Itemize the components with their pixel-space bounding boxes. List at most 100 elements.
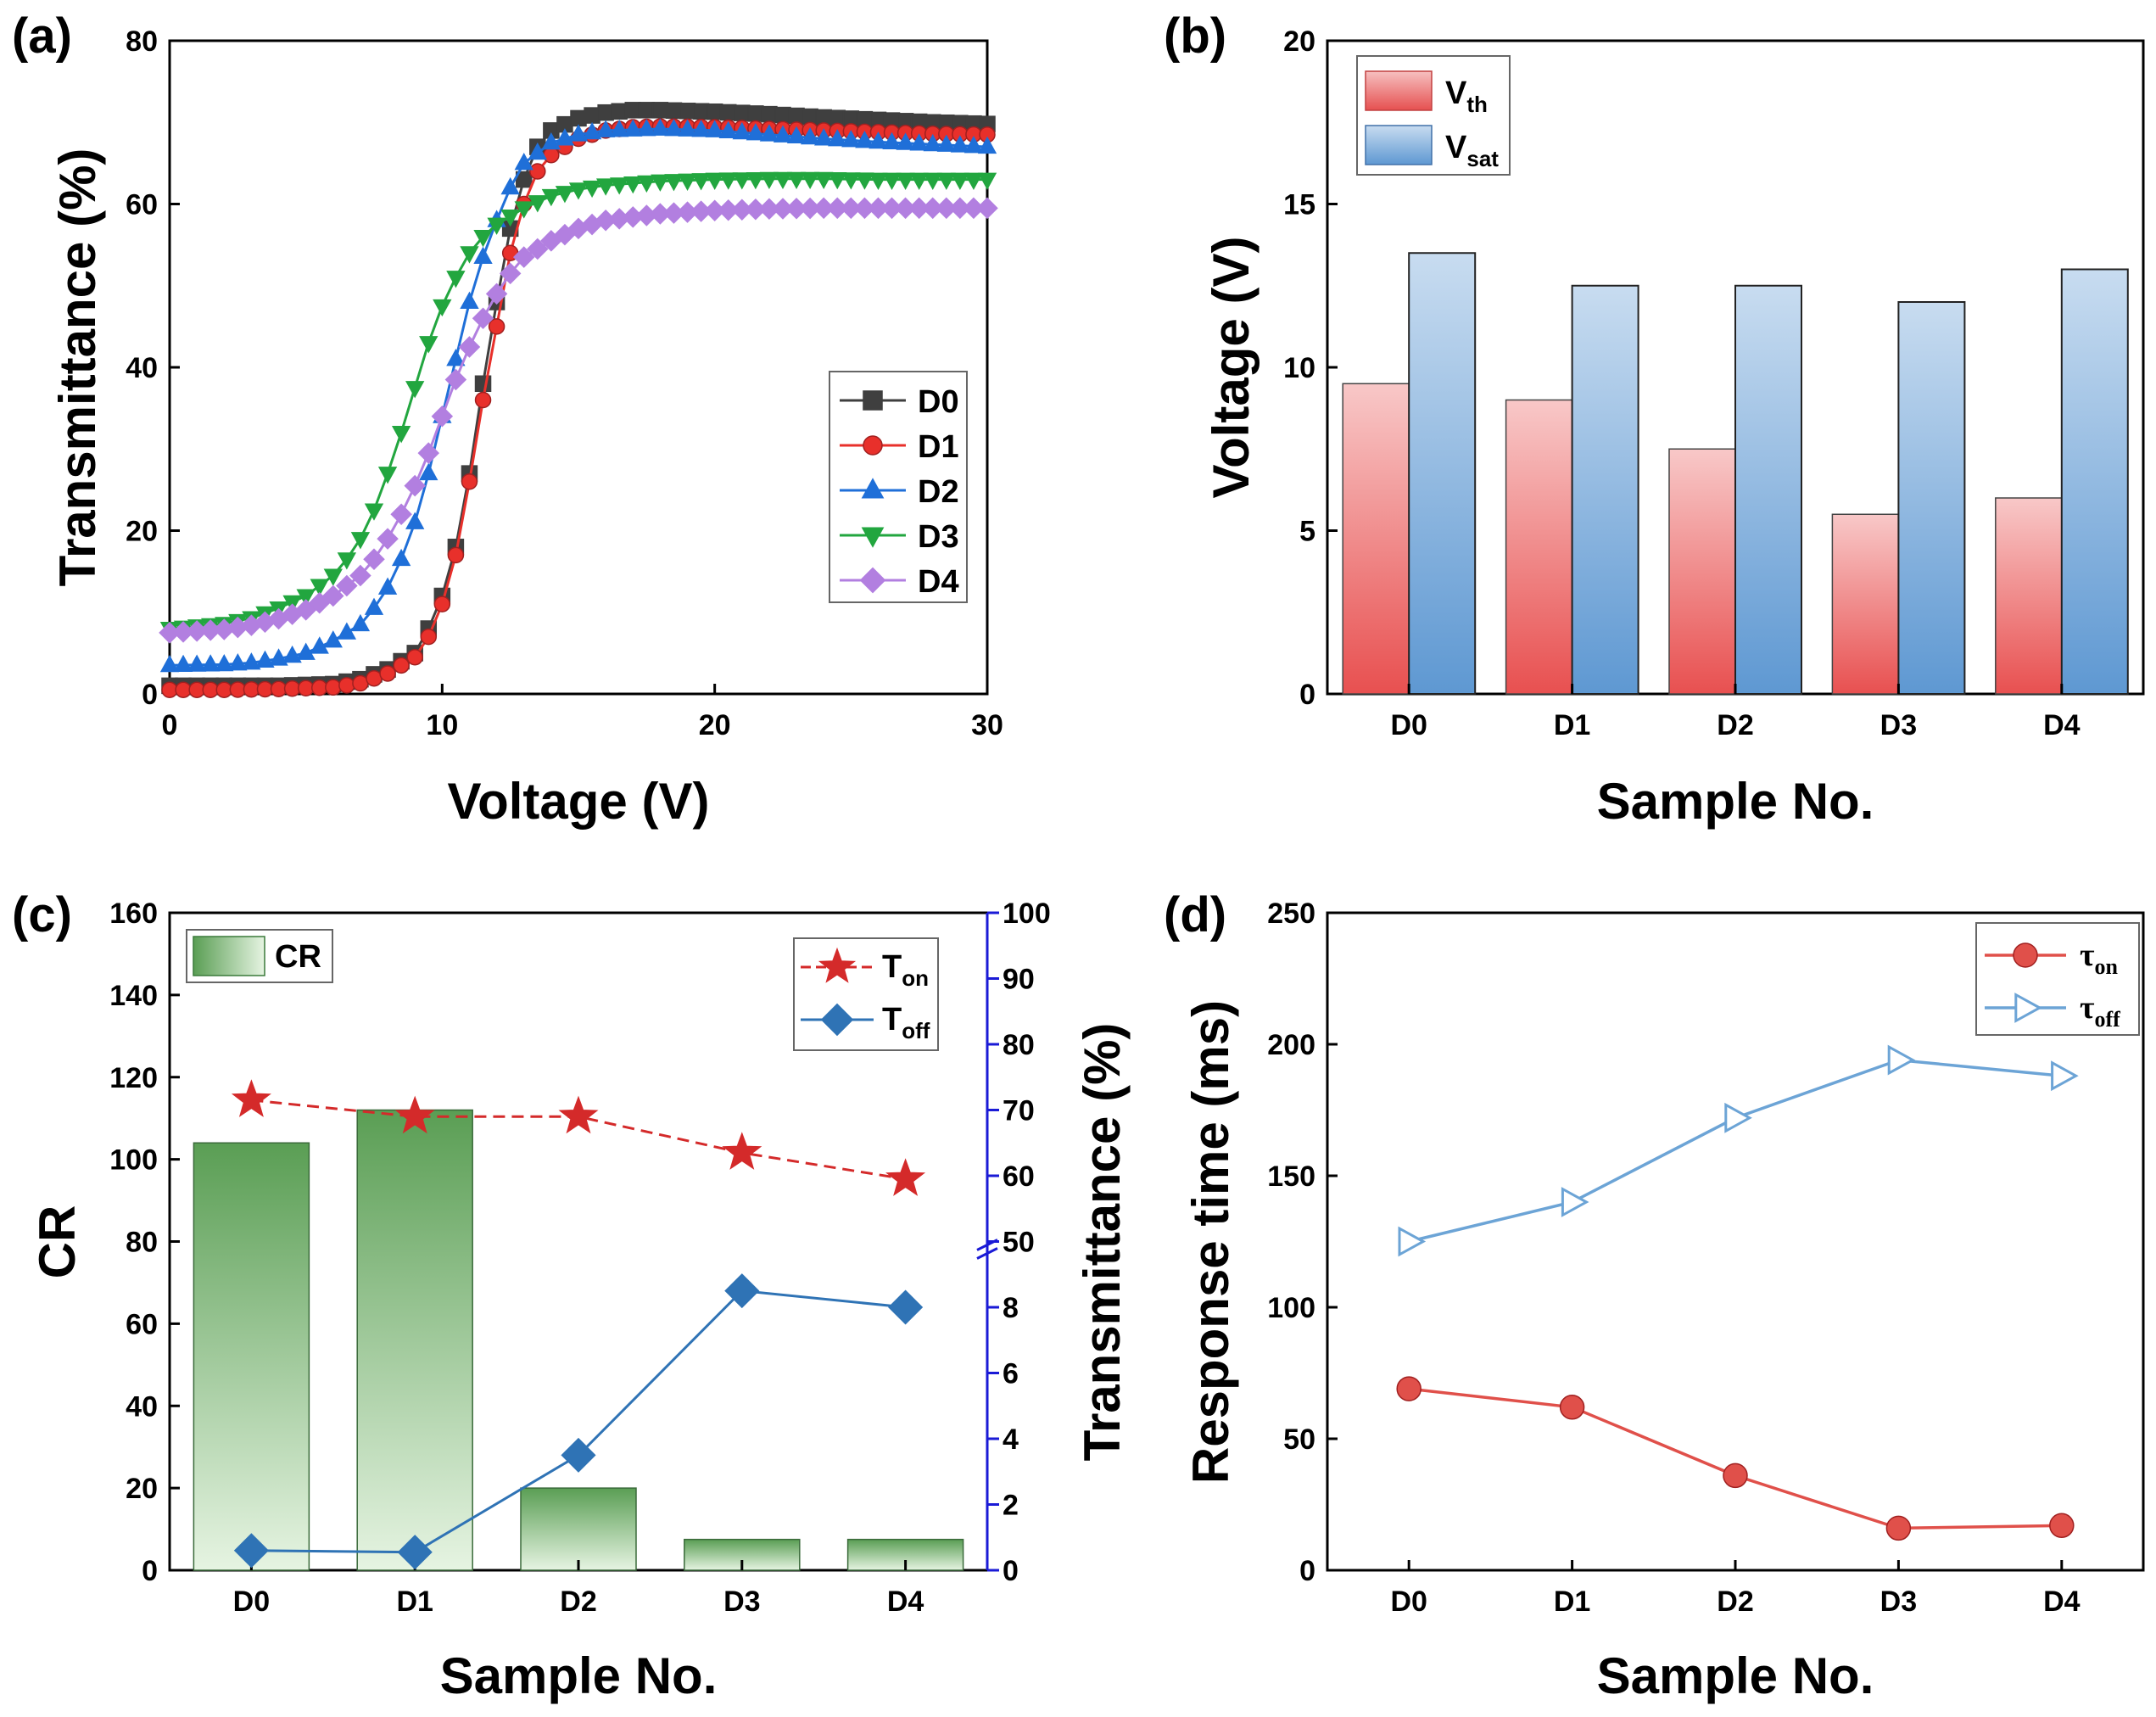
panel-a-point-D2 <box>514 153 533 171</box>
panel-a-point-D3 <box>296 589 316 607</box>
panel-a-point-D1 <box>256 680 274 698</box>
panel-a-point-D0 <box>734 104 751 121</box>
panel-d-point-off-D0 <box>1398 1226 1427 1257</box>
panel-a-point-D2 <box>610 120 629 137</box>
panel-a-transmittance-voltage: (a) 0 10 20 30 0 20 40 60 80 Voltage (V) Transmi… <box>12 8 1003 830</box>
legend-label-D4: D4 <box>918 564 959 600</box>
panel-a-point-D4 <box>499 262 522 285</box>
panel-b-ytick-label: 0 <box>1299 679 1315 711</box>
panel-a-point-D2 <box>364 597 384 615</box>
legend-marker-Ton <box>818 947 857 983</box>
panel-a-point-D1 <box>202 681 219 698</box>
panel-d-point-on-D1 <box>1559 1395 1585 1420</box>
panel-a-point-D2 <box>419 462 438 481</box>
panel-c-ytick-label: 0 <box>142 1555 158 1587</box>
panel-c-ytick-label: 80 <box>126 1227 158 1259</box>
panel-a-point-D3 <box>909 172 929 190</box>
panel-a-point-D0 <box>719 103 737 121</box>
panel-a-ytick-label: 40 <box>126 352 158 384</box>
panel-a-point-D4 <box>512 246 535 268</box>
panel-a-point-D3 <box>610 177 629 195</box>
panel-a-point-D3 <box>678 173 697 191</box>
panel-a-point-D3 <box>391 426 411 444</box>
panel-d-point-off-D3 <box>1887 1044 1916 1076</box>
panel-c-point-Toff-D3 <box>724 1273 760 1309</box>
panel-c-xtick-label: D3 <box>723 1586 760 1618</box>
panel-a-point-D3 <box>963 172 984 190</box>
panel-a-point-D0 <box>597 103 614 121</box>
panel-c-xtick-label: D1 <box>396 1586 433 1618</box>
panel-b-ytick-label: 5 <box>1299 516 1315 548</box>
panel-a-point-D2 <box>814 128 834 146</box>
panel-a-ytick-label: 60 <box>126 189 158 221</box>
panel-c-xtick-label: D4 <box>887 1586 924 1618</box>
panel-a-point-D2 <box>173 654 193 673</box>
panel-a-point-D4 <box>458 336 481 358</box>
legend-marker-D1 <box>863 435 883 456</box>
panel-b-xlabel: Sample No. <box>1597 773 1874 830</box>
panel-c-right-tick-label: 6 <box>1003 1358 1019 1390</box>
panel-a-point-D2 <box>310 636 329 654</box>
panel-d-label: (d) <box>1164 887 1226 942</box>
panel-a-point-D2 <box>759 124 779 142</box>
bar-vth-D3 <box>1831 513 1900 695</box>
legend-vsat-swatch <box>1365 125 1433 165</box>
panel-a-point-D4 <box>472 307 494 330</box>
panel-a-point-D0 <box>747 105 764 122</box>
panel-a-point-D2 <box>446 349 466 366</box>
panel-a-point-D2 <box>391 548 411 567</box>
panel-c-ytick-label: 140 <box>109 980 158 1012</box>
panel-a-point-D3 <box>786 171 807 190</box>
panel-c-ylabel-right: Transmittance (%) <box>1074 1023 1131 1462</box>
panel-a-point-D2 <box>841 130 861 148</box>
panel-a-point-D2 <box>460 291 479 309</box>
panel-a-point-D1 <box>310 680 328 696</box>
panel-a-point-D0 <box>706 103 723 120</box>
panel-a-xtick-label: 20 <box>699 709 731 741</box>
panel-a-point-D1 <box>297 680 315 697</box>
panel-a-point-D2 <box>201 654 221 672</box>
panel-c-right-tick-label: 4 <box>1003 1423 1019 1456</box>
panel-a-point-D2 <box>773 125 793 143</box>
panel-a-point-D1 <box>420 628 438 646</box>
panel-a-point-D0 <box>788 107 805 125</box>
panel-c-point-Toff-D4 <box>888 1289 924 1325</box>
legend-vth-label: Vth <box>1445 76 1488 117</box>
legend-marker-D2 <box>861 478 885 499</box>
panel-a-point-D4 <box>390 503 412 526</box>
panel-a-point-D2 <box>500 176 520 195</box>
panel-a-xlabel: Voltage (V) <box>448 773 710 830</box>
panel-c-label: (c) <box>12 887 72 942</box>
panel-d-ytick-label: 50 <box>1283 1423 1315 1456</box>
panel-a-point-D3 <box>405 381 425 399</box>
panel-a-point-D0 <box>761 105 778 123</box>
legend-marker-D4 <box>859 567 886 594</box>
panel-d-ylabel: Response time (ms) <box>1182 1000 1239 1484</box>
panel-a-point-D4 <box>404 474 426 497</box>
panel-c-point-Ton-D4 <box>885 1158 926 1196</box>
panel-a-point-D3 <box>541 188 561 207</box>
panel-a-point-D2 <box>828 129 847 147</box>
panel-a-point-D1 <box>529 163 546 180</box>
panel-a-point-D0 <box>584 107 600 124</box>
panel-a-point-D2 <box>678 119 697 137</box>
panel-c-right-tick-label: 80 <box>1003 1029 1035 1061</box>
bar-cr-D1 <box>356 1109 473 1571</box>
panel-a-point-D3 <box>568 182 589 200</box>
panel-a-point-D3 <box>855 172 874 190</box>
panel-a-point-D3 <box>473 230 493 248</box>
panel-a-point-D2 <box>800 126 820 145</box>
panel-b-threshold-voltage: (b) D0 D1 D2 D3 D4 0 5 10 15 20 Sample No. Voltag… <box>1164 8 2145 830</box>
panel-a-point-D3 <box>310 579 329 596</box>
panel-b-ytick-label: 10 <box>1283 352 1315 384</box>
panel-a-point-D0 <box>679 103 696 120</box>
bar-vth-D0 <box>1342 383 1410 695</box>
legend-label-D2: D2 <box>918 474 959 510</box>
panel-b-ytick-label: 20 <box>1283 25 1315 58</box>
bar-cr-D0 <box>193 1142 310 1571</box>
panel-a-point-D2 <box>651 118 670 136</box>
panel-a-point-D2 <box>637 119 656 137</box>
panel-a-point-D2 <box>623 119 643 137</box>
panel-a-point-D2 <box>555 128 575 146</box>
panel-a-point-D2 <box>718 120 738 139</box>
